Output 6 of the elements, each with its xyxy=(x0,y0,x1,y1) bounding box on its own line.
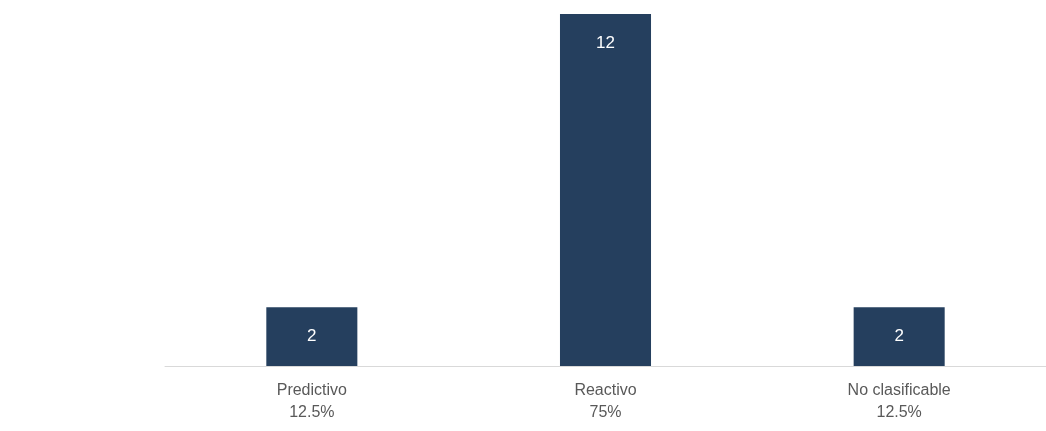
x-tick-label: Predictivo 12.5% xyxy=(276,380,348,420)
data-label: 2 xyxy=(307,326,317,346)
x-tick-label: No clasificable 12.5% xyxy=(847,380,951,420)
data-label: 2 xyxy=(894,326,904,346)
data-label: 12 xyxy=(596,33,615,52)
x-tick-label: Reactivo 75% xyxy=(574,380,637,420)
